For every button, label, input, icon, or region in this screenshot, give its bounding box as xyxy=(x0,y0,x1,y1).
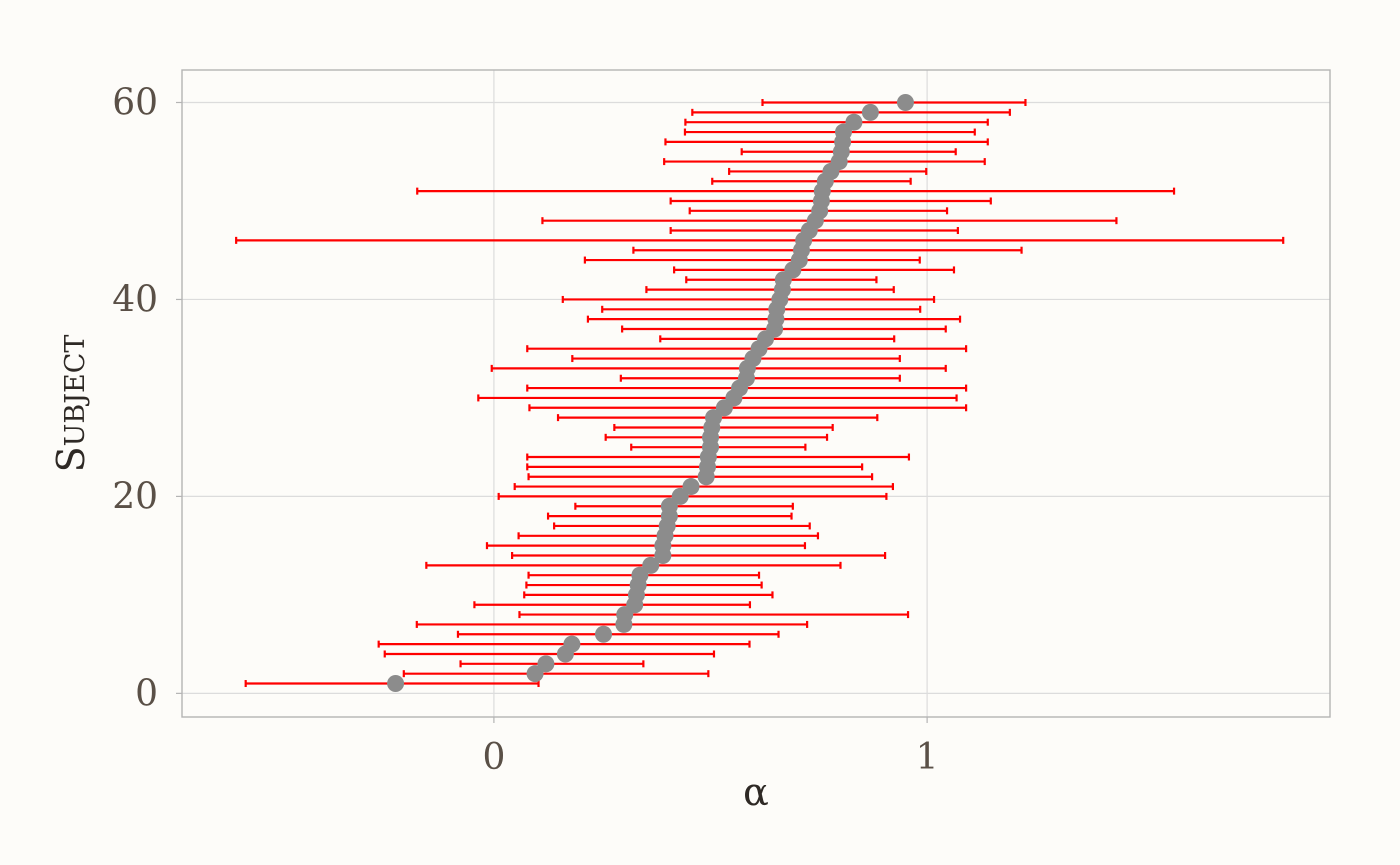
error-bar xyxy=(571,355,901,363)
error-bar xyxy=(621,325,947,333)
x-tick-label: 0 xyxy=(482,737,505,778)
data-point xyxy=(671,487,689,505)
error-bar xyxy=(528,404,968,412)
y-axis-title: Subject xyxy=(49,335,93,473)
data-points xyxy=(387,93,914,693)
error-bar xyxy=(541,217,1118,225)
error-bar xyxy=(684,118,989,126)
data-point xyxy=(631,566,649,584)
error-bar xyxy=(683,128,976,136)
error-bar xyxy=(456,630,780,638)
error-bar xyxy=(490,364,947,372)
error-bar xyxy=(601,305,922,313)
error-bar xyxy=(497,492,888,500)
error-bar xyxy=(659,335,896,343)
error-bar xyxy=(632,246,1023,254)
x-axis-title: α xyxy=(743,770,769,814)
error-bar xyxy=(526,345,968,353)
error-bar xyxy=(526,453,911,461)
data-point xyxy=(526,665,544,683)
error-bar xyxy=(761,98,1027,106)
error-bar xyxy=(477,394,958,402)
error-bar xyxy=(383,650,716,658)
error-bar xyxy=(673,266,956,274)
error-bar xyxy=(511,551,887,559)
data-point xyxy=(861,103,879,121)
error-bar xyxy=(235,236,1285,244)
error-bar xyxy=(415,620,809,628)
error-bar xyxy=(513,483,894,491)
data-point xyxy=(705,409,723,427)
data-point xyxy=(537,655,555,673)
error-bar xyxy=(526,463,864,471)
data-point xyxy=(563,635,581,653)
data-point xyxy=(682,478,700,496)
data-point xyxy=(595,625,613,643)
error-bar xyxy=(523,591,774,599)
panel-border xyxy=(181,69,1331,718)
error-bar xyxy=(416,187,1176,195)
error-bar xyxy=(402,670,710,678)
error-bar xyxy=(613,423,834,431)
y-tick-label: 40 xyxy=(112,279,158,320)
error-bar xyxy=(691,108,1011,116)
data-point xyxy=(845,113,863,131)
error-bar xyxy=(553,522,811,530)
y-tick-label: 0 xyxy=(135,673,158,714)
data-point xyxy=(642,556,660,574)
error-bar xyxy=(574,502,794,510)
error-bar xyxy=(518,611,910,619)
data-point xyxy=(660,497,678,515)
error-bar xyxy=(663,158,986,166)
error-bar xyxy=(425,561,842,569)
error-bar xyxy=(645,286,895,294)
y-tick-label: 20 xyxy=(112,476,158,517)
error-bar xyxy=(561,295,936,303)
x-tick-label: 1 xyxy=(916,737,939,778)
error-bar xyxy=(619,374,901,382)
error-bar xyxy=(473,601,752,609)
error-bar xyxy=(669,197,992,205)
y-tick-label: 60 xyxy=(112,82,158,123)
error-bar xyxy=(664,138,989,146)
data-point xyxy=(896,93,914,111)
y-axis-ticks: 0 20 40 60 xyxy=(112,82,182,714)
error-bar xyxy=(485,542,807,550)
data-point xyxy=(387,675,405,693)
error-bar xyxy=(583,256,921,264)
error-bar xyxy=(711,177,912,185)
